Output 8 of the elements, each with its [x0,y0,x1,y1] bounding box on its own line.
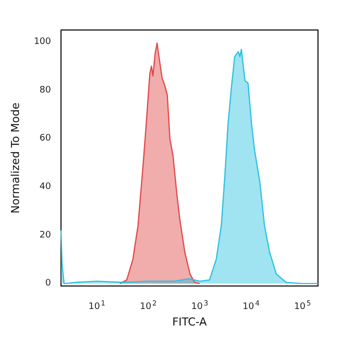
y-tick-label: 100 [34,37,52,48]
y-tick-label: 40 [40,182,52,192]
y-tick-label: 0 [45,278,52,289]
y-tick-label: 20 [40,230,52,240]
x-axis-title: FITC-A [172,315,208,328]
y-axis-title: Normalized To Mode [9,102,22,214]
y-tick-label: 60 [40,134,52,144]
y-tick-label: 80 [40,85,52,96]
